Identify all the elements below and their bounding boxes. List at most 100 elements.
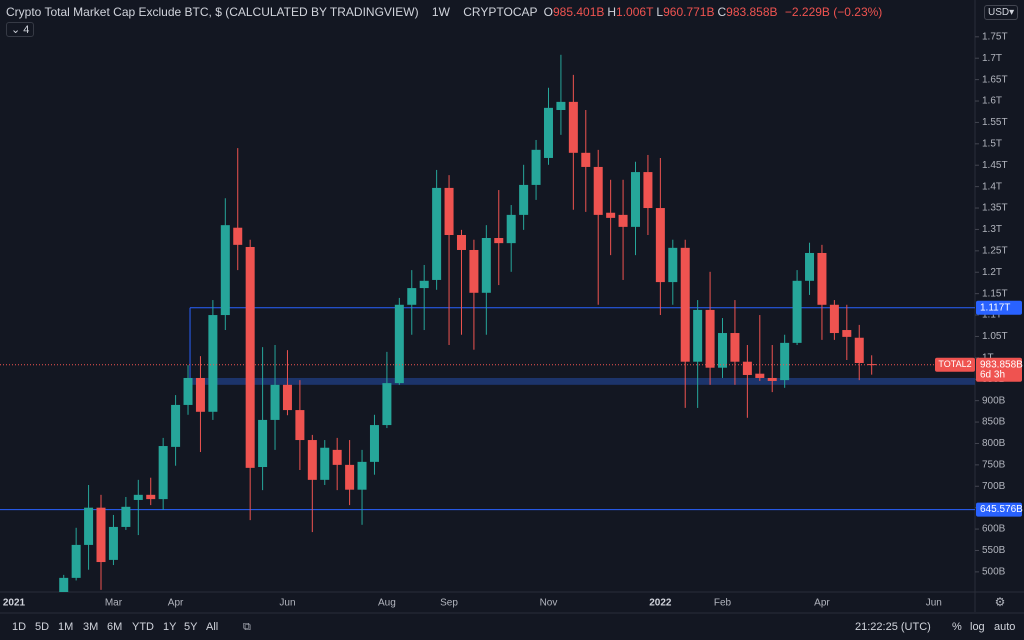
auto-toggle[interactable]: auto [994, 621, 1016, 633]
ohlc-value: 960.771B [663, 5, 715, 19]
candle-body [96, 507, 106, 563]
candle-body [469, 249, 479, 293]
range-button[interactable]: 6M [107, 621, 123, 633]
candle-body [195, 377, 205, 412]
level-label-bg [976, 502, 1022, 517]
range-button[interactable]: All [206, 621, 219, 633]
y-tick-label: 600B [982, 524, 1006, 535]
candle-body [494, 237, 504, 244]
x-tick-label: Apr [168, 598, 184, 609]
clock: 21:22:25 (UTC) [855, 621, 931, 633]
candle-body [742, 361, 752, 375]
candle-body [394, 304, 404, 384]
candle-body [208, 315, 218, 412]
candle-body [146, 494, 156, 500]
y-tick-label: 1.1T [982, 310, 1002, 321]
candle-body [730, 333, 740, 362]
candle-body [506, 214, 516, 244]
y-tick-label: 700B [982, 481, 1006, 492]
candle-body [84, 507, 94, 545]
plot [0, 54, 975, 592]
candle-body [593, 166, 603, 215]
ohlc-value: 985.401B [552, 5, 605, 19]
x-tick-label: Feb [714, 598, 732, 609]
candle-body [357, 461, 367, 490]
candle-body [345, 464, 355, 490]
candle-body [680, 247, 690, 362]
candle-body [258, 419, 268, 468]
candle-body [543, 107, 553, 158]
ohlc: O985.401B H1.006T L960.771B C983.858B [541, 5, 778, 19]
zone [190, 377, 975, 385]
y-tick-label: 1.7T [982, 53, 1002, 64]
candle-body [767, 377, 777, 381]
candle-body [444, 187, 454, 236]
candle-body [108, 526, 118, 560]
candle-body [71, 544, 81, 578]
candle-body [332, 449, 342, 465]
x-tick-label: Jun [279, 598, 295, 609]
range-button[interactable]: 1D [12, 621, 27, 633]
level-label-bg [976, 300, 1022, 315]
range-button[interactable]: 5Y [184, 621, 198, 633]
x-tick-label: Nov [540, 598, 558, 609]
candle-body [556, 101, 566, 111]
y-tick-label: 1.65T [982, 74, 1008, 85]
y-tick-label: 1.15T [982, 288, 1008, 299]
y-tick-label: 850B [982, 417, 1006, 428]
x-tick-label: 2021 [3, 598, 26, 609]
currency-button[interactable]: USD▾ [984, 5, 1019, 20]
y-tick-label: 1.55T [982, 117, 1008, 128]
ohlc-key: L [656, 5, 664, 19]
candle-body [867, 364, 877, 366]
candle-body [519, 184, 529, 215]
date-range-icon[interactable]: ⧉ [243, 621, 251, 633]
settings-icon: ⚙ [995, 595, 1006, 609]
y-tick-label: 500B [982, 567, 1006, 578]
candle-body [369, 425, 379, 462]
candle-body [456, 235, 466, 250]
range-button[interactable]: 5D [35, 621, 50, 633]
candle-body [817, 252, 827, 305]
ohlc-value: 983.858B [726, 5, 778, 19]
x-tick-label: Sep [440, 598, 458, 609]
candle-body [183, 377, 193, 405]
symbol-label: TOTAL2 [938, 359, 971, 369]
candle-body [270, 384, 280, 420]
y-tick-label: 1.75T [982, 31, 1008, 42]
range-button[interactable]: 1Y [163, 621, 177, 633]
y-tick-label: 1.35T [982, 203, 1008, 214]
candle-body [805, 252, 815, 281]
last-price-label: 983.858B [980, 359, 1023, 370]
y-tick-label: 1.3T [982, 224, 1002, 235]
candle-body [718, 333, 728, 368]
candle-body [643, 172, 653, 209]
candle-body [568, 101, 578, 153]
indicator-toggle[interactable]: ⌄ 4 [6, 22, 35, 37]
ohlc-key: O [543, 5, 553, 19]
candle-body [668, 247, 678, 283]
y-tick-label: 800B [982, 438, 1006, 449]
last-price-bg [976, 357, 1022, 382]
level-label: 645.576B [980, 504, 1023, 515]
y-tick-label: 1.6T [982, 96, 1002, 107]
y-tick-label: 1.5T [982, 138, 1002, 149]
interval: 1W [431, 5, 450, 19]
range-button[interactable]: 1M [58, 621, 74, 633]
y-tick-label: 900B [982, 395, 1006, 406]
candle-body [158, 446, 168, 500]
candle-body [842, 330, 852, 337]
candle-body [382, 383, 392, 426]
candle-body [59, 577, 69, 592]
range-button[interactable]: YTD [132, 621, 154, 633]
candle-body [407, 288, 417, 305]
symbol-title: Crypto Total Market Cap Exclude BTC, $ (… [6, 5, 419, 19]
countdown: 6d 3h [980, 369, 1005, 380]
x-tick-label: Aug [378, 598, 396, 609]
log-toggle[interactable]: log [970, 621, 985, 633]
range-button[interactable]: 3M [83, 621, 99, 633]
x-tick-label: Jun [926, 598, 942, 609]
candle-body [245, 246, 255, 468]
candle-body [655, 208, 665, 283]
percent-toggle[interactable]: % [952, 621, 962, 633]
